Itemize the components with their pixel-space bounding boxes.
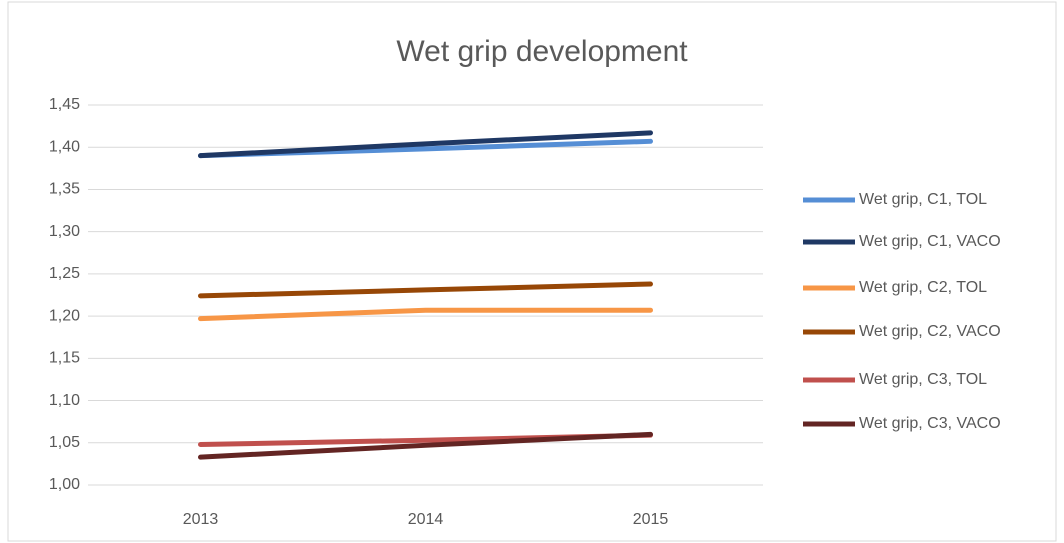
chart-title: Wet grip development <box>396 35 688 68</box>
x-tick-label: 2013 <box>183 511 219 528</box>
series-line <box>198 431 653 460</box>
legend-label: Wet grip, C3, VACO <box>859 415 1001 432</box>
legend-label: Wet grip, C2, VACO <box>859 323 1001 340</box>
y-tick-label: 1,40 <box>49 138 80 155</box>
legend-label: Wet grip, C1, VACO <box>859 233 1001 250</box>
chart-border <box>7 1 1057 542</box>
legend-label: Wet grip, C3, TOL <box>859 371 987 388</box>
y-tick-label: 1,35 <box>49 181 80 198</box>
y-tick-label: 1,45 <box>49 96 80 113</box>
y-tick-label: 1,00 <box>49 476 80 493</box>
x-tick-label: 2015 <box>633 511 669 528</box>
y-tick-label: 1,20 <box>49 307 80 324</box>
y-tick-label: 1,15 <box>49 350 80 367</box>
y-tick-label: 1,10 <box>49 392 80 409</box>
legend-label: Wet grip, C1, TOL <box>859 191 987 208</box>
series-line <box>198 281 653 299</box>
x-tick-label: 2014 <box>408 511 444 528</box>
y-tick-label: 1,05 <box>49 434 80 451</box>
y-tick-label: 1,25 <box>49 265 80 282</box>
series-line <box>198 130 653 159</box>
series-line <box>198 307 653 322</box>
legend-label: Wet grip, C2, TOL <box>859 279 987 296</box>
y-tick-label: 1,30 <box>49 223 80 240</box>
